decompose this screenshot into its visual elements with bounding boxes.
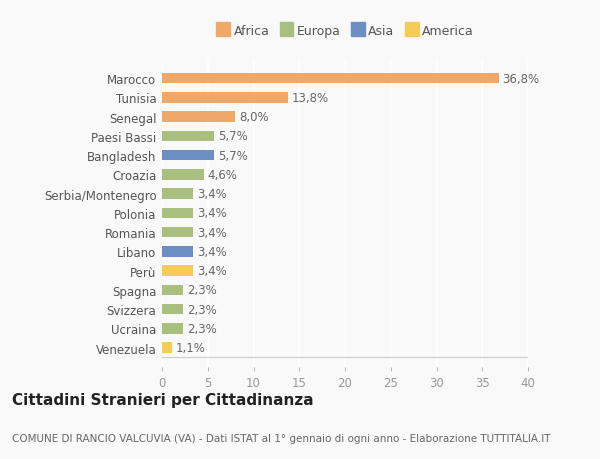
Text: 4,6%: 4,6% xyxy=(208,168,238,181)
Text: 1,1%: 1,1% xyxy=(176,341,206,354)
Bar xyxy=(162,170,204,180)
Text: 3,4%: 3,4% xyxy=(197,207,227,220)
Text: 2,3%: 2,3% xyxy=(187,303,217,316)
Text: 5,7%: 5,7% xyxy=(218,149,248,162)
Legend: Africa, Europa, Asia, America: Africa, Europa, Asia, America xyxy=(214,23,476,41)
Text: 3,4%: 3,4% xyxy=(197,264,227,278)
Bar xyxy=(162,285,183,296)
Text: 8,0%: 8,0% xyxy=(239,111,268,124)
Bar xyxy=(162,343,172,353)
Text: 36,8%: 36,8% xyxy=(502,73,539,85)
Text: 2,3%: 2,3% xyxy=(187,284,217,297)
Bar xyxy=(162,266,193,276)
Bar xyxy=(162,304,183,315)
Bar xyxy=(162,189,193,200)
Bar xyxy=(162,246,193,257)
Bar xyxy=(162,112,235,123)
Bar xyxy=(162,93,288,103)
Text: Cittadini Stranieri per Cittadinanza: Cittadini Stranieri per Cittadinanza xyxy=(12,392,314,407)
Text: COMUNE DI RANCIO VALCUVIA (VA) - Dati ISTAT al 1° gennaio di ogni anno - Elabora: COMUNE DI RANCIO VALCUVIA (VA) - Dati IS… xyxy=(12,433,551,442)
Bar xyxy=(162,227,193,238)
Bar xyxy=(162,131,214,142)
Bar xyxy=(162,151,214,161)
Bar xyxy=(162,208,193,219)
Text: 2,3%: 2,3% xyxy=(187,322,217,335)
Text: 13,8%: 13,8% xyxy=(292,92,329,105)
Text: 3,4%: 3,4% xyxy=(197,226,227,239)
Bar xyxy=(162,73,499,84)
Bar xyxy=(162,324,183,334)
Text: 5,7%: 5,7% xyxy=(218,130,248,143)
Text: 3,4%: 3,4% xyxy=(197,246,227,258)
Text: 3,4%: 3,4% xyxy=(197,188,227,201)
